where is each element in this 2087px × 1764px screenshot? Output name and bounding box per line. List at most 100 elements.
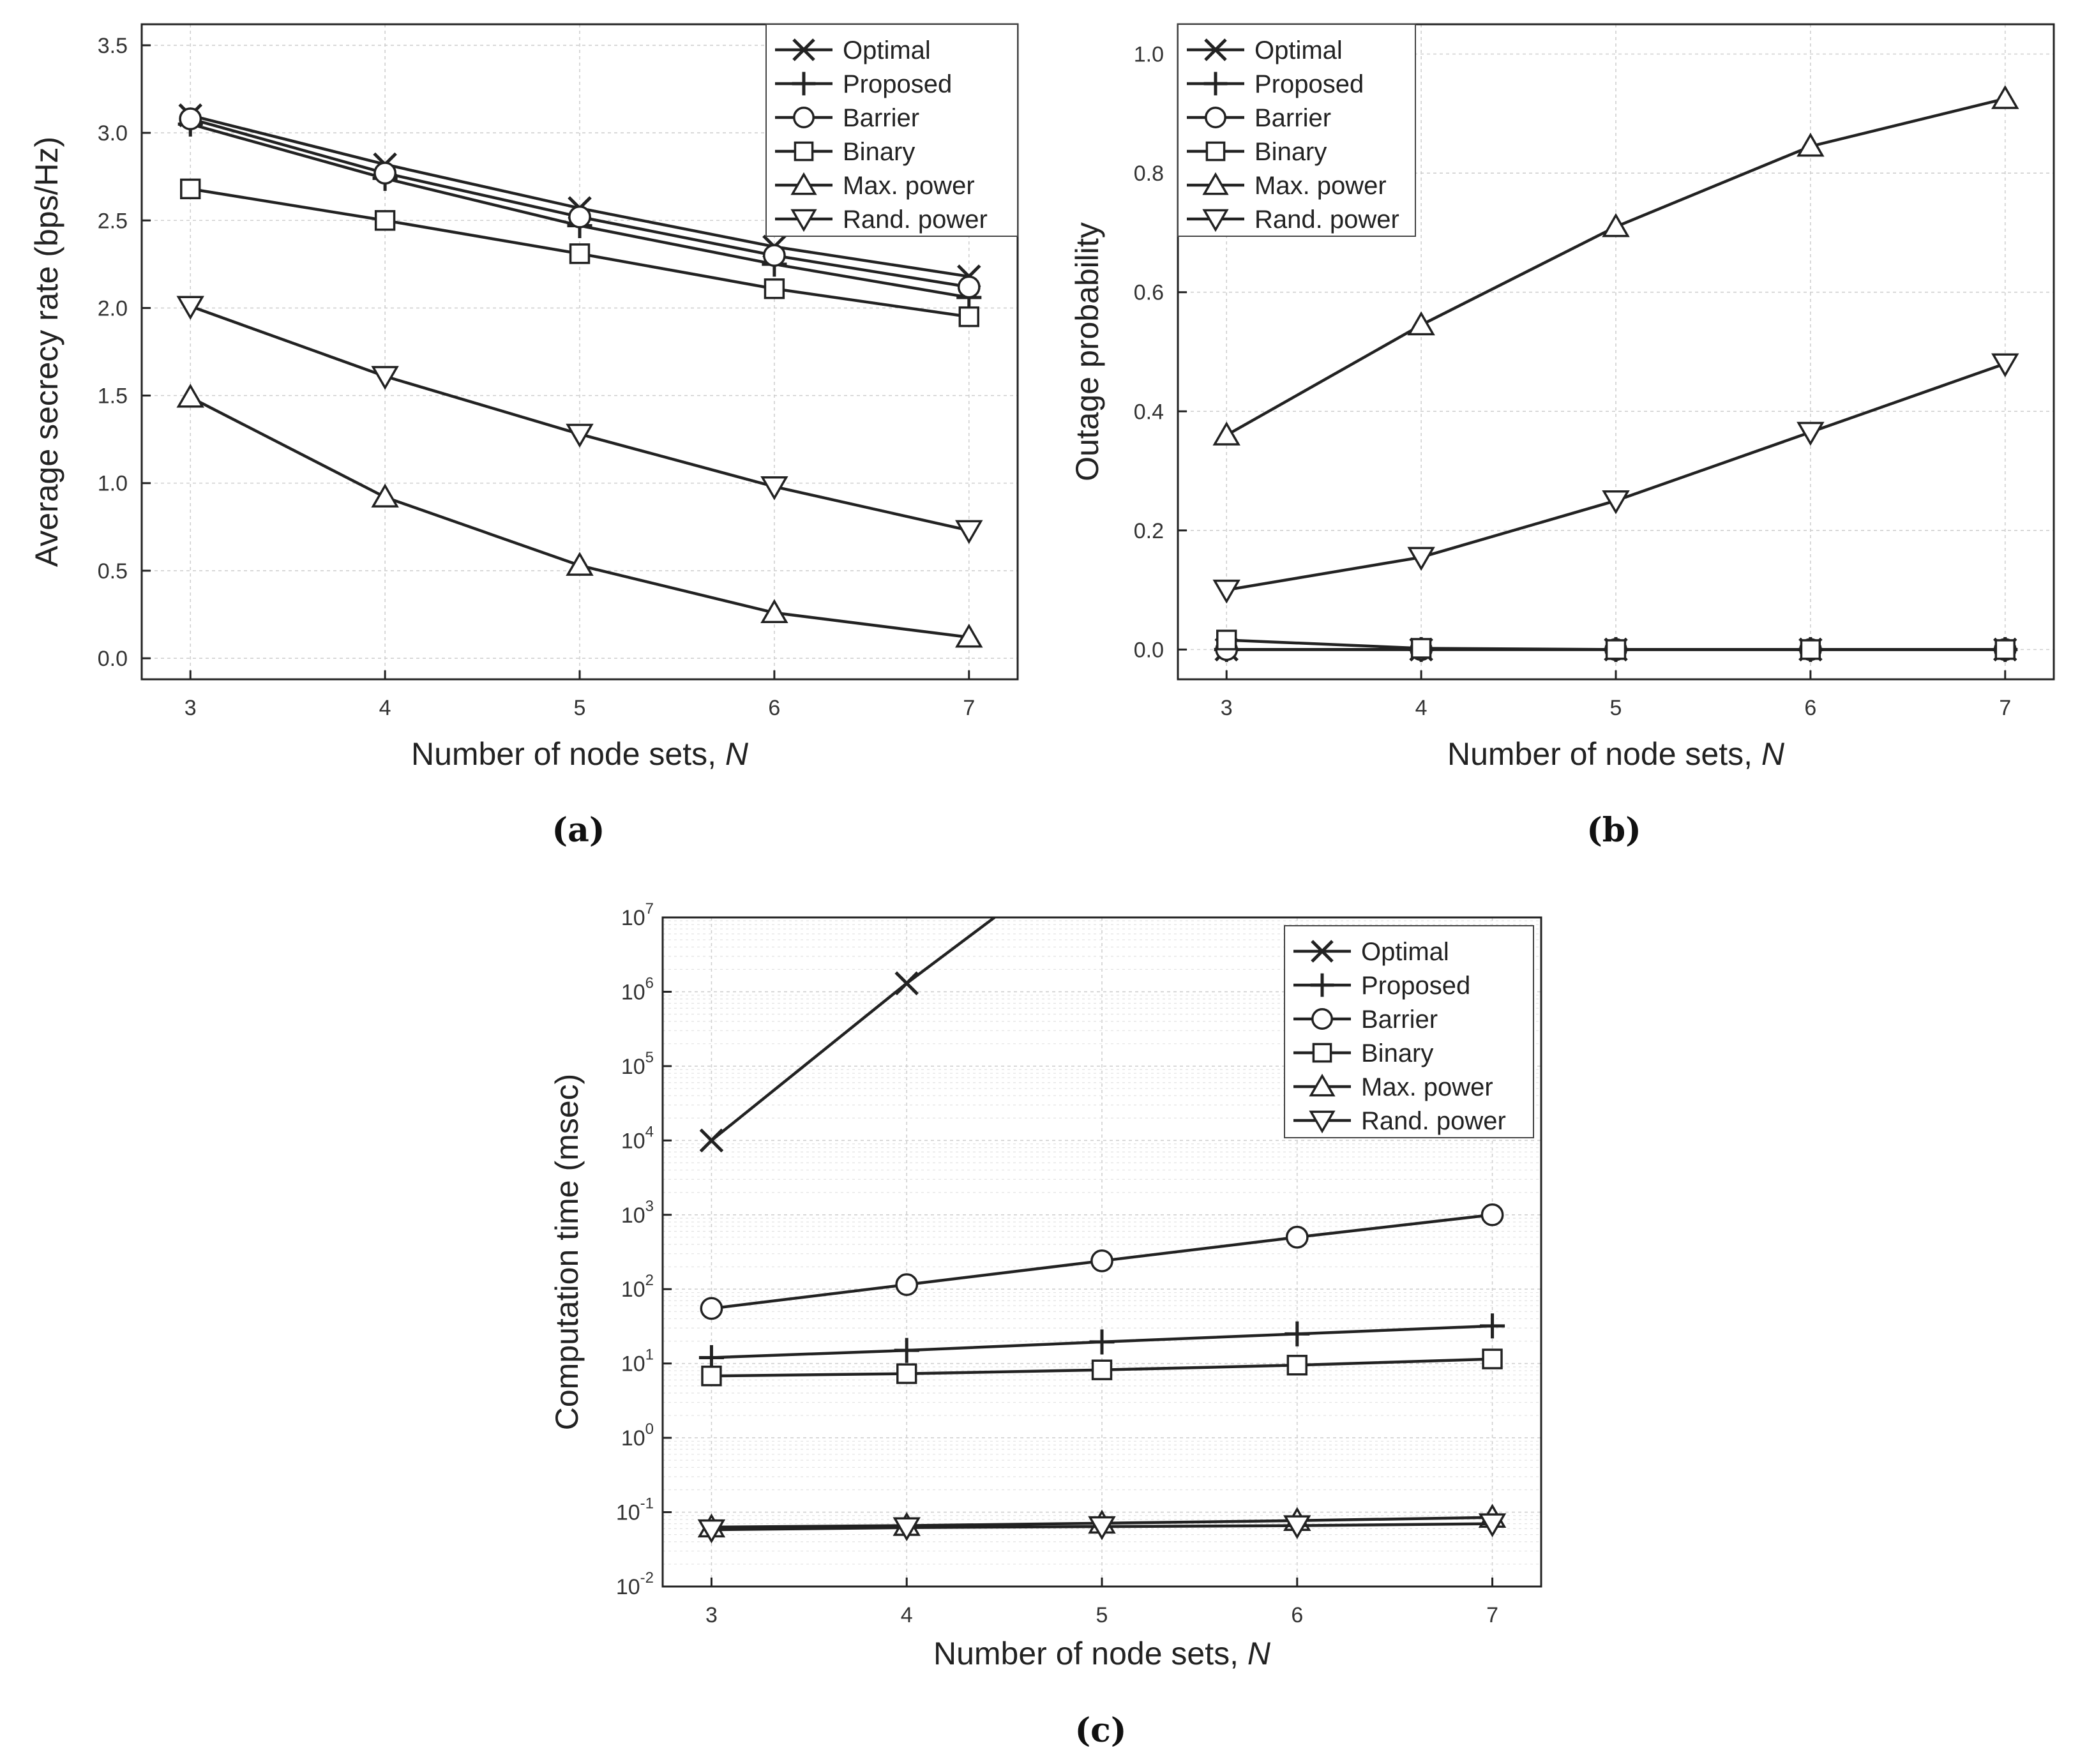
data-point-proposed [1480, 1313, 1505, 1339]
x-axis-label: Number of node sets, N [1447, 736, 1785, 772]
chart-b: 3 4 5 6 7 0.0 0.2 0.4 0.6 0.8 1.0 Number of node se… [1069, 23, 2055, 850]
x-tick-label: 5 [574, 696, 586, 720]
data-point-proposed [1285, 1321, 1310, 1346]
x-tick-label: 3 [705, 1603, 718, 1627]
legend-label-proposed: Proposed [1254, 70, 1364, 98]
legend-label-barrier: Barrier [1361, 1006, 1438, 1034]
legend-label-binary: Binary [843, 138, 915, 166]
x-tick-label: 7 [1486, 1603, 1498, 1627]
x-axis-label: Number of node sets, N [933, 1636, 1271, 1671]
y-tick-label: 0.5 [98, 559, 128, 584]
legend-marker-binary [1205, 141, 1226, 162]
data-point-max-power [566, 552, 594, 576]
data-point-rand-power [1212, 579, 1240, 604]
data-point-rand-power [955, 520, 983, 545]
y-tick-label: 106 [621, 974, 654, 1004]
x-axis-label: Number of node sets, N [411, 736, 749, 772]
x-tick-label: 4 [379, 696, 391, 720]
y-tick-label: 3.0 [98, 121, 128, 146]
data-point-binary [1605, 639, 1627, 660]
subfigure-caption: (b) [1586, 811, 1641, 850]
data-point-max-power [371, 483, 399, 508]
y-tick-label: 102 [621, 1272, 654, 1302]
y-tick-label: 2.5 [98, 209, 128, 233]
data-point-barrier [179, 107, 202, 131]
data-point-barrier [568, 205, 591, 229]
x-tick-label: 6 [1291, 1603, 1303, 1627]
y-tick-label: 0.2 [1134, 519, 1164, 543]
x-tick-label: 7 [963, 696, 975, 720]
y-tick-label: 104 [621, 1123, 654, 1153]
data-point-binary [896, 1363, 917, 1384]
data-point-barrier [1090, 1249, 1113, 1272]
legend-marker-proposed [792, 72, 816, 96]
legend-label-rand-power: Rand. power [1254, 206, 1399, 234]
y-tick-label: 2.0 [98, 296, 128, 320]
data-point-max-power [760, 599, 788, 623]
data-point-max-power [1407, 311, 1435, 336]
legend: Optimal Proposed Barrier Binary Max. power Ra… [1284, 925, 1534, 1138]
data-point-barrier [895, 1273, 919, 1297]
data-point-binary [569, 243, 591, 264]
y-tick-label: 0.6 [1134, 281, 1164, 305]
data-point-max-power [1602, 213, 1630, 237]
legend-marker-rand-power [1309, 1110, 1336, 1134]
legend-marker-optimal [792, 38, 815, 61]
data-point-binary [958, 306, 979, 328]
x-tick-label: 6 [1804, 696, 1816, 720]
series-line-optimal [711, 917, 996, 1142]
data-point-proposed [894, 1338, 919, 1363]
legend-marker-max-power [1202, 172, 1229, 195]
data-point-barrier [762, 244, 786, 268]
y-tick-label: 1.0 [98, 472, 128, 496]
data-point-proposed [1089, 1329, 1115, 1355]
data-point-rand-power [1088, 1516, 1116, 1541]
data-point-max-power [1797, 132, 1825, 157]
data-point-max-power [1212, 421, 1240, 446]
data-point-rand-power [1797, 421, 1825, 446]
data-point-binary [374, 210, 396, 231]
data-point-rand-power [760, 476, 788, 501]
data-point-rand-power [1283, 1515, 1311, 1539]
y-tick-label: 0.0 [1134, 638, 1164, 662]
legend-marker-optimal [1311, 940, 1334, 963]
y-tick-label: 10-1 [616, 1495, 654, 1525]
subfigure-caption: (a) [552, 811, 605, 850]
data-point-binary [1410, 638, 1432, 659]
legend-label-barrier: Barrier [843, 104, 919, 132]
legend-marker-barrier [1205, 107, 1226, 128]
y-tick-label: 107 [621, 900, 654, 930]
y-tick-label: 0.4 [1134, 400, 1164, 424]
legend-marker-proposed [1310, 973, 1334, 997]
legend-box [1177, 24, 1416, 237]
data-point-optimal [894, 971, 919, 995]
data-point-barrier [373, 162, 397, 185]
data-point-rand-power [1991, 353, 2019, 377]
y-tick-label: 10-2 [616, 1569, 654, 1599]
data-point-binary [764, 278, 785, 299]
y-tick-label: 101 [621, 1346, 654, 1376]
legend-label-optimal: Optimal [843, 36, 931, 64]
y-axis-label: Computation time (msec) [549, 1074, 585, 1431]
data-point-binary [1286, 1355, 1307, 1376]
legend-box [1284, 925, 1534, 1138]
legend-label-optimal: Optimal [1254, 36, 1343, 64]
data-point-binary [1482, 1348, 1503, 1369]
data-point-optimal [699, 1128, 724, 1153]
legend-marker-barrier [793, 107, 815, 128]
data-point-max-power [176, 383, 204, 408]
x-tick-label: 4 [1415, 696, 1428, 720]
y-tick-label: 0.0 [98, 647, 128, 671]
legend-label-rand-power: Rand. power [1361, 1107, 1506, 1135]
y-tick-label: 103 [621, 1198, 654, 1228]
data-point-rand-power [371, 366, 399, 390]
y-tick-label: 1.5 [98, 384, 128, 409]
plot-area [697, 917, 1507, 1544]
legend-label-max-power: Max. power [1254, 172, 1387, 200]
legend-marker-rand-power [790, 209, 817, 232]
legend-label-barrier: Barrier [1254, 104, 1331, 132]
legend-marker-barrier [1311, 1008, 1333, 1030]
data-point-binary [1216, 629, 1237, 651]
x-tick-label: 7 [1999, 696, 2011, 720]
legend-marker-max-power [790, 172, 817, 195]
